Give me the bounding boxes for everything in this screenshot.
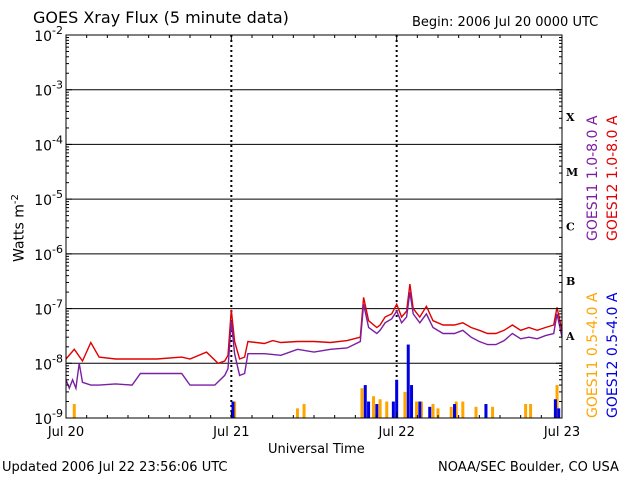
flare-class-b: B <box>566 275 575 288</box>
short-channel-spike <box>524 404 528 418</box>
y-axis-ticks: 10-910-810-710-610-510-410-310-2 <box>34 24 562 428</box>
y-tick-exponent: -9 <box>52 407 63 420</box>
series-line <box>65 291 563 391</box>
y-tick-exponent: -3 <box>52 79 63 92</box>
short-channel-spike <box>484 404 488 418</box>
grid-layer <box>66 35 562 418</box>
flare-class-a: A <box>565 330 575 343</box>
y-tick-base: 10 <box>34 303 52 319</box>
flare-class-labels: A B C M X <box>565 111 578 343</box>
short-channel-spike <box>529 404 533 418</box>
y-tick-base: 10 <box>34 29 52 45</box>
x-tick-label: Jul 20 <box>47 425 84 440</box>
flare-class-c: C <box>566 221 575 234</box>
y-tick-label: 10-2 <box>34 24 63 45</box>
short-channel-spike <box>302 404 306 418</box>
short-channel-spike <box>419 401 423 418</box>
short-channel-spike <box>453 404 457 418</box>
series-layer <box>65 284 563 391</box>
short-channel-spike <box>367 401 371 418</box>
y-tick-exponent: -8 <box>52 352 63 365</box>
short-channel-spike <box>391 401 395 418</box>
y-tick-base: 10 <box>34 412 52 428</box>
updated-timestamp: Updated 2006 Jul 22 23:56:06 UTC <box>2 460 228 475</box>
legend-goes11-long: GOES11 1.0-8.0 A <box>585 115 601 241</box>
short-channel-spike <box>295 408 299 418</box>
legend-goes11-short: GOES11 0.5-4.0 A <box>585 292 601 418</box>
series-line <box>65 284 563 365</box>
short-channel-spike <box>491 406 495 418</box>
x-axis-ticks: Jul 20 Jul 21 Jul 22 Jul 23 <box>47 35 580 440</box>
y-tick-exponent: -6 <box>52 243 63 256</box>
chart-title: GOES Xray Flux (5 minute data) <box>33 8 289 27</box>
short-channel-spike <box>385 401 389 418</box>
x-axis-label: Universal Time <box>268 442 365 457</box>
y-tick-base: 10 <box>34 138 52 154</box>
short-channel-spike <box>378 399 382 418</box>
short-channel-spike <box>431 404 435 418</box>
y-tick-label: 10-6 <box>34 243 63 264</box>
begin-label: Begin: 2006 Jul 20 0000 UTC <box>412 15 599 30</box>
x-tick-label: Jul 21 <box>212 425 249 440</box>
short-channel-spike <box>403 391 407 418</box>
short-channel-spike <box>406 344 410 418</box>
short-channel-spike <box>231 401 235 418</box>
short-channel-spike <box>461 401 465 418</box>
short-channel-spike <box>415 401 419 418</box>
y-tick-exponent: -4 <box>52 133 63 146</box>
spike-layer <box>72 344 561 418</box>
short-channel-spike <box>375 404 379 418</box>
legend-goes12-short: GOES12 0.5-4.0 A <box>605 292 621 418</box>
y-tick-base: 10 <box>34 84 52 100</box>
y-tick-exponent: -5 <box>52 188 63 201</box>
x-tick-label: Jul 22 <box>377 425 414 440</box>
short-channel-spike <box>418 401 422 418</box>
short-channel-spike <box>410 385 414 418</box>
short-channel-spike <box>72 404 76 418</box>
y-tick-label: 10-5 <box>34 188 63 209</box>
y-tick-base: 10 <box>34 193 52 209</box>
short-channel-spike <box>449 406 453 418</box>
short-channel-spike <box>363 385 367 418</box>
short-channel-spike <box>360 388 364 418</box>
y-tick-base: 10 <box>34 357 52 373</box>
short-channel-spike <box>233 401 237 418</box>
x-tick-label: Jul 23 <box>543 425 580 440</box>
short-channel-spike <box>372 396 376 418</box>
short-channel-spike <box>553 399 557 418</box>
short-channel-spike <box>555 385 559 418</box>
y-tick-label: 10-3 <box>34 79 63 100</box>
short-channel-spike <box>454 401 458 418</box>
y-tick-label: 10-7 <box>34 298 63 319</box>
short-channel-spike <box>436 408 440 418</box>
y-axis-label: Watts m-2 <box>10 194 28 262</box>
flare-class-m: M <box>566 166 578 179</box>
y-axis-label-exponent: -2 <box>10 194 21 205</box>
flare-class-x: X <box>566 111 575 124</box>
short-channel-spike <box>557 408 561 418</box>
plot-frame <box>65 34 563 419</box>
y-tick-label: 10-8 <box>34 352 63 373</box>
legend-goes12-long: GOES12 1.0-8.0 A <box>605 115 621 241</box>
y-axis-label-text: Watts m <box>11 204 28 262</box>
short-channel-spike <box>474 406 478 418</box>
y-tick-label: 10-9 <box>34 407 63 428</box>
y-tick-exponent: -7 <box>52 298 63 311</box>
y-tick-exponent: -2 <box>52 24 63 37</box>
short-channel-spike <box>428 406 432 418</box>
credit-text: NOAA/SEC Boulder, CO USA <box>438 460 619 475</box>
y-tick-base: 10 <box>34 248 52 264</box>
short-channel-spike <box>395 379 399 418</box>
y-tick-label: 10-4 <box>34 133 63 154</box>
